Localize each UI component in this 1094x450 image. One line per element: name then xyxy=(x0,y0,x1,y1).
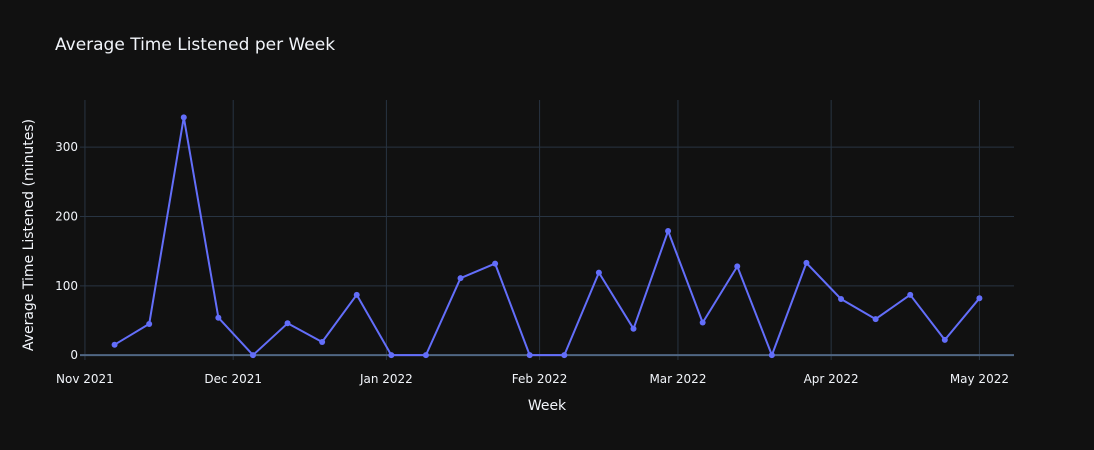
data-point[interactable] xyxy=(699,319,706,326)
x-tick-label: Nov 2021 xyxy=(56,372,114,386)
y-tick-label: 200 xyxy=(55,209,78,223)
data-point[interactable] xyxy=(111,341,118,348)
data-point[interactable] xyxy=(907,291,914,298)
data-point[interactable] xyxy=(284,320,291,327)
data-point[interactable] xyxy=(803,259,810,266)
data-point[interactable] xyxy=(838,295,845,302)
series-line-layer xyxy=(114,116,981,357)
x-tick-label: Mar 2022 xyxy=(649,372,706,386)
tick-labels: Nov 2021 Dec 2021 Jan 2022 Feb 2022 Mar 2022… xyxy=(55,140,1009,386)
data-point[interactable] xyxy=(768,352,775,359)
data-point[interactable] xyxy=(319,338,326,345)
data-point[interactable] xyxy=(665,228,672,235)
data-point[interactable] xyxy=(734,263,741,270)
series-line xyxy=(114,116,981,357)
x-axis-label: Week xyxy=(528,398,567,414)
data-point[interactable] xyxy=(388,352,395,359)
x-tick-label: Apr 2022 xyxy=(804,372,859,386)
data-point[interactable] xyxy=(561,352,568,359)
data-point[interactable] xyxy=(492,260,499,267)
y-axis-label: Average Time Listened (minutes) xyxy=(21,119,37,351)
data-point[interactable] xyxy=(941,336,948,343)
data-point[interactable] xyxy=(595,269,602,276)
data-point[interactable] xyxy=(630,325,637,332)
data-point[interactable] xyxy=(526,352,533,359)
y-tick-label: 300 xyxy=(55,140,78,154)
data-point[interactable] xyxy=(215,314,222,321)
data-point[interactable] xyxy=(422,352,429,359)
series-points-layer xyxy=(111,114,983,359)
x-tick-label: May 2022 xyxy=(950,372,1009,386)
data-point[interactable] xyxy=(249,352,256,359)
x-tick-label: Dec 2021 xyxy=(204,372,262,386)
grid xyxy=(80,100,1014,360)
data-point[interactable] xyxy=(180,114,187,121)
x-tick-label: Jan 2022 xyxy=(359,372,413,386)
x-tick-label: Feb 2022 xyxy=(512,372,568,386)
y-tick-label: 100 xyxy=(55,279,78,293)
chart-title: Average Time Listened per Week xyxy=(55,35,335,55)
data-point[interactable] xyxy=(457,275,464,282)
y-tick-label: 0 xyxy=(70,348,78,362)
data-point[interactable] xyxy=(146,320,153,327)
data-point[interactable] xyxy=(872,316,879,323)
data-point[interactable] xyxy=(353,291,360,298)
data-point[interactable] xyxy=(976,295,983,302)
